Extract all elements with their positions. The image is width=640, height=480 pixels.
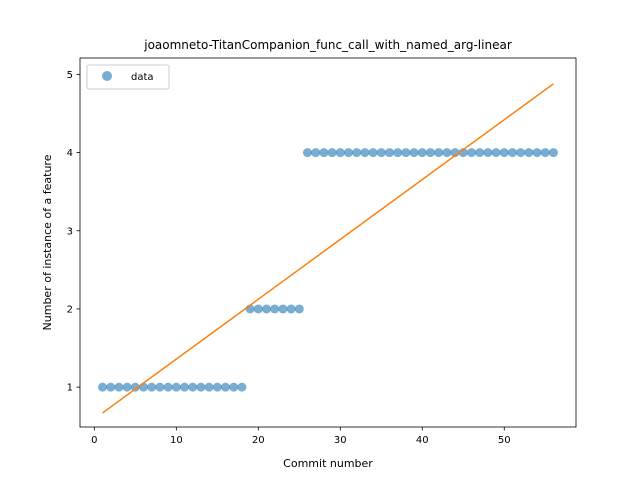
data-point bbox=[303, 148, 313, 158]
legend-entry-label: data bbox=[131, 72, 154, 83]
data-point bbox=[319, 148, 329, 158]
data-point bbox=[262, 304, 272, 314]
data-point bbox=[327, 148, 337, 158]
data-point bbox=[417, 148, 427, 158]
data-point bbox=[229, 382, 239, 392]
plot-area bbox=[98, 83, 558, 414]
x-tick-label: 20 bbox=[252, 435, 265, 446]
axes-frame bbox=[79, 57, 577, 428]
data-point bbox=[212, 382, 222, 392]
data-point bbox=[221, 382, 231, 392]
data-point bbox=[122, 382, 132, 392]
data-point bbox=[278, 304, 288, 314]
data-point bbox=[540, 148, 550, 158]
legend-box bbox=[86, 64, 170, 90]
x-tick-label: 0 bbox=[91, 435, 97, 446]
x-tick-label: 50 bbox=[498, 435, 511, 446]
data-point bbox=[401, 148, 411, 158]
data-point bbox=[335, 148, 345, 158]
data-point bbox=[360, 148, 370, 158]
data-point bbox=[106, 382, 116, 392]
chart-title: joaomneto-TitanCompanion_func_call_with_… bbox=[143, 38, 512, 52]
data-point bbox=[507, 148, 517, 158]
data-point bbox=[286, 304, 296, 314]
legend-marker bbox=[102, 71, 112, 81]
y-tick-label: 5 bbox=[67, 70, 73, 81]
data-point bbox=[98, 382, 108, 392]
y-axis-label: Number of instance of a feature bbox=[41, 154, 54, 330]
data-point bbox=[384, 148, 394, 158]
y-tick-label: 1 bbox=[67, 383, 73, 394]
data-point bbox=[425, 148, 435, 158]
data-point bbox=[130, 382, 140, 392]
data-point bbox=[155, 382, 165, 392]
data-point bbox=[499, 148, 509, 158]
data-point bbox=[188, 382, 198, 392]
data-point bbox=[442, 148, 452, 158]
data-point bbox=[409, 148, 419, 158]
data-point bbox=[516, 148, 526, 158]
data-point bbox=[352, 148, 362, 158]
data-point bbox=[270, 304, 280, 314]
data-point bbox=[376, 148, 386, 158]
data-point bbox=[524, 148, 534, 158]
data-point bbox=[434, 148, 444, 158]
axis-ticks: 0 10 20 30 40 50 1 2 3 4 5 bbox=[67, 70, 511, 446]
data-point bbox=[294, 304, 304, 314]
data-point bbox=[491, 148, 501, 158]
x-axis-label: Commit number bbox=[283, 457, 373, 470]
data-point bbox=[171, 382, 181, 392]
y-tick-label: 4 bbox=[67, 148, 73, 159]
x-tick-label: 10 bbox=[170, 435, 183, 446]
data-point bbox=[548, 148, 558, 158]
data-point bbox=[204, 382, 214, 392]
data-point bbox=[368, 148, 378, 158]
linear-fit-line bbox=[102, 83, 554, 414]
data-point bbox=[483, 148, 493, 158]
y-tick-label: 2 bbox=[67, 304, 73, 315]
data-point bbox=[163, 382, 173, 392]
data-point bbox=[393, 148, 403, 158]
data-point bbox=[475, 148, 485, 158]
legend: data bbox=[86, 64, 170, 90]
data-point bbox=[343, 148, 353, 158]
data-point bbox=[180, 382, 190, 392]
data-point bbox=[114, 382, 124, 392]
x-tick-label: 30 bbox=[334, 435, 347, 446]
y-tick-label: 3 bbox=[67, 226, 73, 237]
data-point bbox=[253, 304, 263, 314]
data-point bbox=[532, 148, 542, 158]
x-tick-label: 40 bbox=[416, 435, 429, 446]
data-point bbox=[147, 382, 157, 392]
data-point bbox=[196, 382, 206, 392]
data-point bbox=[466, 148, 476, 158]
data-point bbox=[237, 382, 247, 392]
data-point bbox=[139, 382, 149, 392]
data-point bbox=[311, 148, 321, 158]
